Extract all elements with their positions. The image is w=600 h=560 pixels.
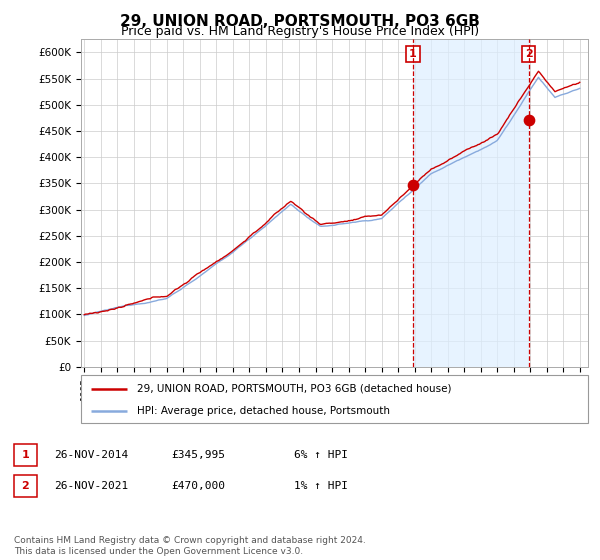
Text: HPI: Average price, detached house, Portsmouth: HPI: Average price, detached house, Port… xyxy=(137,406,390,416)
Bar xyxy=(413,39,529,367)
Text: 2: 2 xyxy=(524,49,532,59)
Text: 6% ↑ HPI: 6% ↑ HPI xyxy=(294,450,348,460)
Text: Price paid vs. HM Land Registry's House Price Index (HPI): Price paid vs. HM Land Registry's House … xyxy=(121,25,479,38)
Text: 26-NOV-2014: 26-NOV-2014 xyxy=(54,450,128,460)
Text: 1: 1 xyxy=(409,49,417,59)
FancyBboxPatch shape xyxy=(81,375,588,423)
Text: Contains HM Land Registry data © Crown copyright and database right 2024.
This d: Contains HM Land Registry data © Crown c… xyxy=(14,536,365,556)
Text: 26-NOV-2021: 26-NOV-2021 xyxy=(54,481,128,491)
Text: 29, UNION ROAD, PORTSMOUTH, PO3 6GB (detached house): 29, UNION ROAD, PORTSMOUTH, PO3 6GB (det… xyxy=(137,384,451,394)
Text: £345,995: £345,995 xyxy=(171,450,225,460)
Point xyxy=(408,181,418,190)
Text: 2: 2 xyxy=(22,481,29,491)
Text: 1: 1 xyxy=(22,450,29,460)
Text: 1% ↑ HPI: 1% ↑ HPI xyxy=(294,481,348,491)
Point xyxy=(524,116,533,125)
Text: £470,000: £470,000 xyxy=(171,481,225,491)
Text: 29, UNION ROAD, PORTSMOUTH, PO3 6GB: 29, UNION ROAD, PORTSMOUTH, PO3 6GB xyxy=(120,14,480,29)
